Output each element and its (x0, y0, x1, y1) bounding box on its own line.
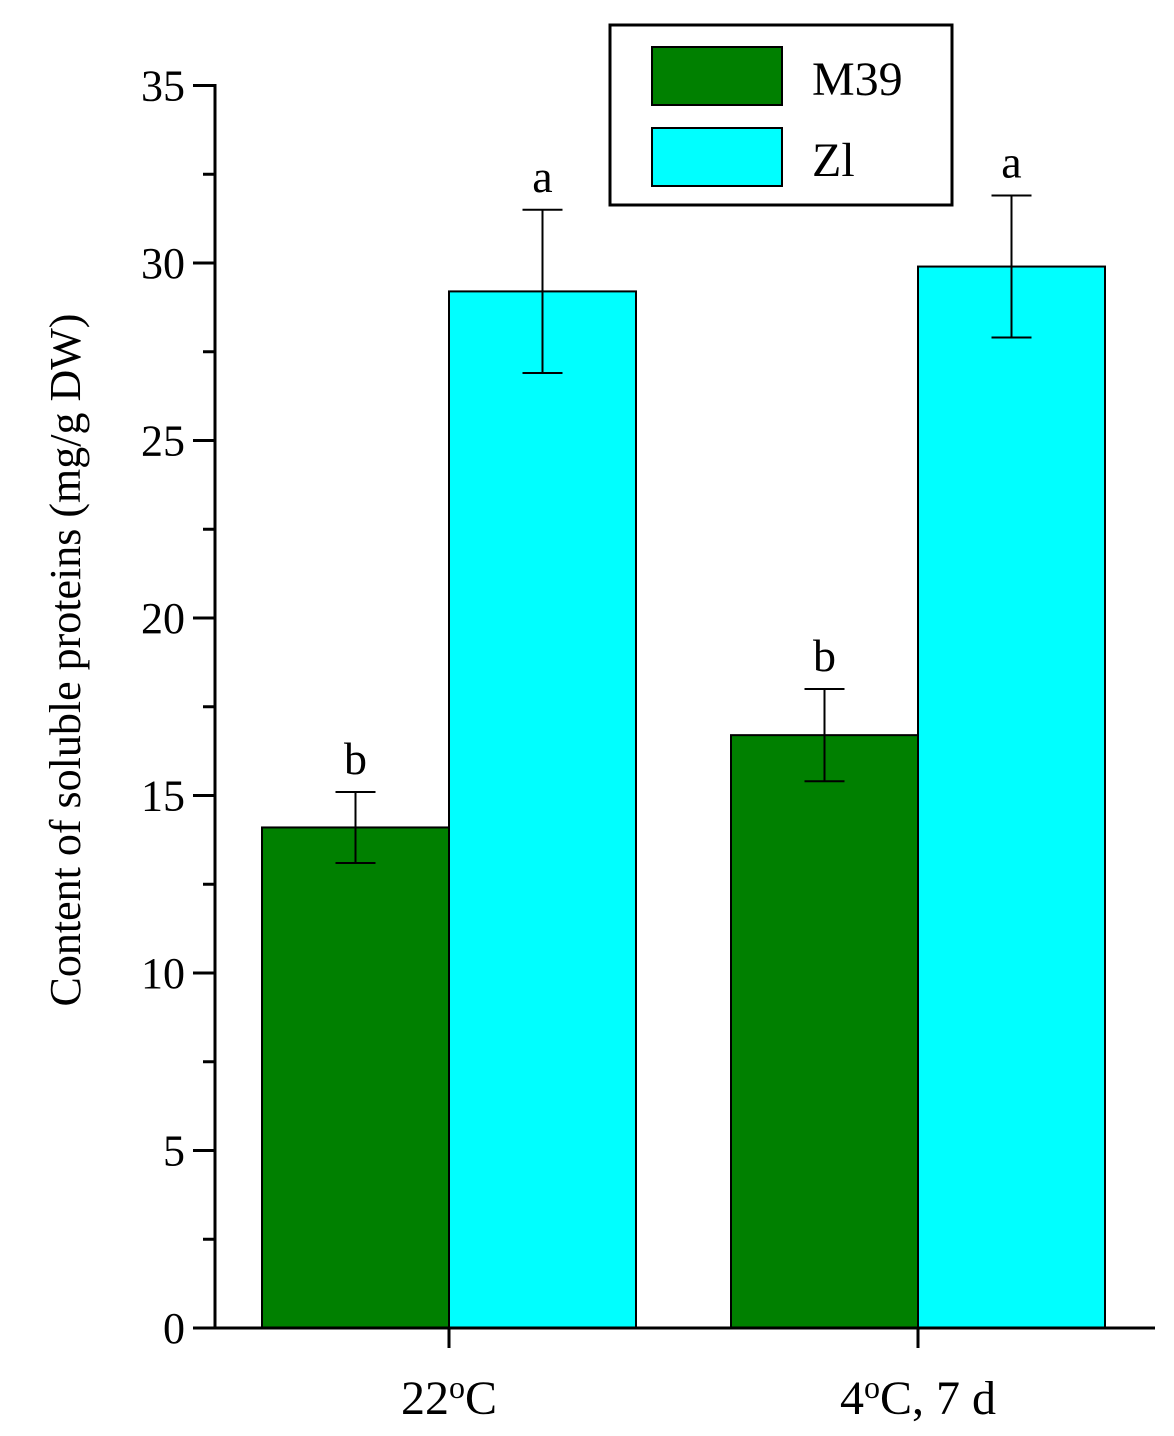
bar-m39-0 (261, 826, 450, 1329)
significance-letter-m39-0: b (344, 733, 367, 784)
y-tick-label-20: 20 (141, 594, 185, 643)
y-tick-label-25: 25 (141, 417, 185, 466)
y-axis-title: Content of soluble proteins (mg/g DW) (41, 314, 90, 1007)
x-category-label-1: 4oC, 7 d (840, 1369, 996, 1425)
y-tick-label-5: 5 (163, 1127, 185, 1176)
bar-m39-1 (730, 734, 919, 1329)
plot-area: b b a a 0 5 10 15 20 25 30 35 22oC 4oC, 7 d (141, 62, 1155, 1425)
legend-label-zl: Zl (812, 134, 855, 187)
significance-letter-zl-1: a (1001, 137, 1021, 188)
significance-letter-zl-0: a (532, 151, 552, 202)
bar-zl-0 (448, 290, 637, 1329)
y-tick-label-35: 35 (141, 62, 185, 111)
legend: M39 Zl (608, 23, 954, 207)
legend-swatch-m39 (651, 46, 783, 106)
bar-zl-1 (917, 265, 1106, 1329)
legend-label-m39: M39 (812, 53, 903, 106)
legend-swatch-zl (651, 127, 783, 187)
y-tick-label-15: 15 (141, 772, 185, 821)
x-category-label-0: 22oC (401, 1369, 497, 1425)
y-tick-label-30: 30 (141, 239, 185, 288)
significance-letter-m39-1: b (813, 630, 836, 681)
y-tick-label-0: 0 (163, 1304, 185, 1353)
y-tick-label-10: 10 (141, 949, 185, 998)
